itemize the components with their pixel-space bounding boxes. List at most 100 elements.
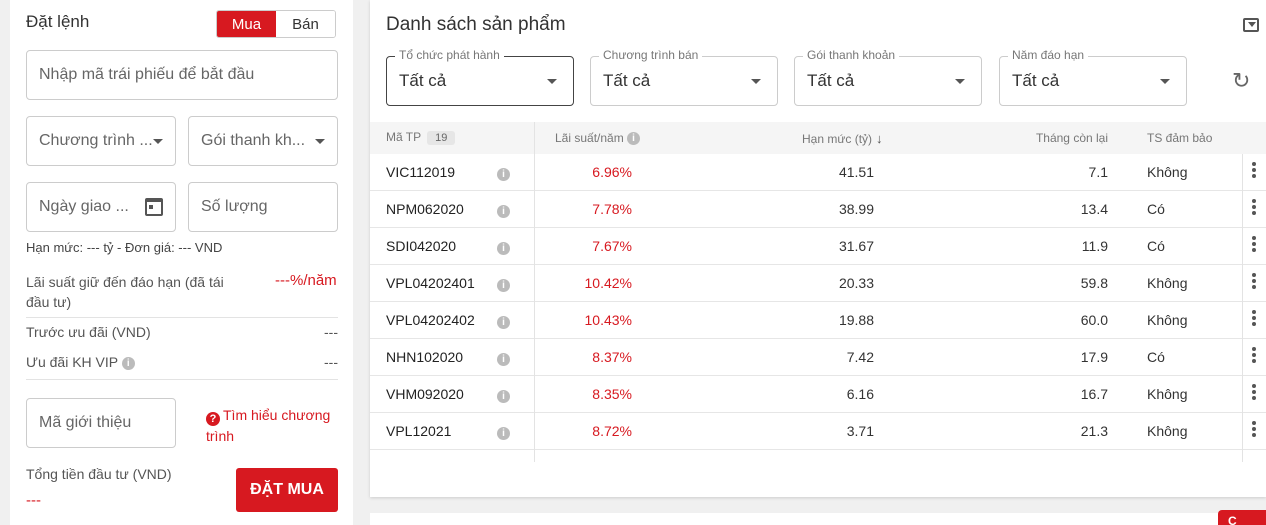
cell-code[interactable]: VPL04202401 — [386, 275, 475, 291]
cell-limit: 7.42 — [846, 349, 874, 365]
info-icon[interactable]: i — [627, 132, 641, 146]
buy-sell-toggle: Mua Bán — [216, 10, 336, 38]
cell-code[interactable]: VPL04202402 — [386, 312, 475, 328]
cell-months: 17.9 — [1080, 349, 1108, 365]
order-title: Đặt lệnh — [26, 12, 90, 31]
trade-date-placeholder: Ngày giao ... — [39, 198, 129, 215]
maturity-year-filter[interactable]: Năm đáo hạn Tất cả — [999, 48, 1187, 106]
refresh-icon[interactable]: ↻ — [1232, 68, 1251, 93]
more-vert-icon[interactable] — [1252, 384, 1256, 402]
more-vert-icon[interactable] — [1252, 236, 1256, 254]
table-row[interactable]: SDI042020 i 7.67% 31.67 11.9 Có — [370, 228, 1266, 265]
info-icon[interactable]: i — [497, 165, 510, 181]
cell-months: 13.4 — [1080, 201, 1108, 217]
bond-code-input[interactable]: Nhập mã trái phiếu để bắt đầu — [26, 50, 338, 100]
quantity-placeholder: Số lượng — [201, 198, 268, 215]
info-icon[interactable]: i — [497, 313, 510, 329]
table-row[interactable]: VPL04202401 i 10.42% 20.33 59.8 Không — [370, 265, 1266, 302]
bond-code-placeholder: Nhập mã trái phiếu để bắt đầu — [39, 66, 255, 83]
cell-code[interactable]: VPL12021 — [386, 423, 452, 439]
table-row[interactable]: VIC112019 i 6.96% 41.51 7.1 Không — [370, 154, 1266, 191]
more-vert-icon[interactable] — [1252, 162, 1256, 180]
col-rate[interactable]: Lãi suất/năm i — [555, 131, 641, 146]
quantity-input[interactable]: Số lượng — [188, 182, 338, 232]
trade-date-input[interactable]: Ngày giao ... — [26, 182, 176, 232]
filter-value: Tất cả — [1012, 71, 1060, 90]
vip-discount-row: Ưu đãi KH VIP i — [26, 354, 135, 370]
learn-program-text: Tìm hiểu chương trình — [206, 407, 331, 444]
more-vert-icon[interactable] — [1252, 421, 1256, 439]
chevron-down-icon — [955, 79, 965, 84]
more-vert-icon[interactable] — [1252, 347, 1256, 365]
col-limit-label: Hạn mức (tỷ) — [802, 132, 873, 146]
cell-rate: 7.78% — [592, 201, 632, 217]
col-months[interactable]: Tháng còn lại — [1035, 131, 1108, 145]
download-icon[interactable] — [1243, 18, 1259, 32]
col-rate-label: Lãi suất/năm — [555, 131, 624, 145]
table-row[interactable]: VPL04202402 i 10.43% 19.88 60.0 Không — [370, 302, 1266, 339]
info-icon[interactable]: i — [497, 202, 510, 218]
table-row[interactable]: VPL12021 i 8.72% 3.71 21.3 Không — [370, 413, 1266, 450]
col-code[interactable]: Mã TP 19 — [386, 130, 456, 145]
sales-program-filter[interactable]: Chương trình bán Tất cả — [590, 48, 778, 106]
chat-button[interactable]: C — [1218, 510, 1266, 525]
chat-button-label: C — [1228, 514, 1237, 525]
buy-tab[interactable]: Mua — [217, 11, 276, 37]
chevron-down-icon — [315, 138, 325, 144]
product-list-panel: Danh sách sản phẩm Tổ chức phát hành Tất… — [370, 0, 1266, 497]
info-icon[interactable]: i — [497, 424, 510, 440]
cell-limit: 3.71 — [846, 423, 874, 439]
cell-code[interactable]: VHM092020 — [386, 386, 464, 402]
info-icon[interactable]: i — [497, 276, 510, 292]
cell-limit: 31.67 — [838, 238, 874, 254]
liquidity-placeholder: Gói thanh kh... — [201, 132, 306, 149]
cell-rate: 8.72% — [592, 423, 632, 439]
calendar-icon[interactable] — [145, 198, 163, 216]
referral-code-input[interactable]: Mã giới thiệu — [26, 398, 176, 448]
sort-desc-icon: ↓ — [876, 131, 883, 146]
liquidity-filter[interactable]: Gói thanh khoản Tất cả — [794, 48, 982, 106]
more-vert-icon[interactable] — [1252, 273, 1256, 291]
cell-rate: 7.67% — [592, 238, 632, 254]
info-icon[interactable]: i — [497, 387, 510, 403]
filter-label: Gói thanh khoản — [803, 48, 900, 62]
cell-code[interactable]: NPM062020 — [386, 201, 464, 217]
cell-rate: 10.42% — [584, 275, 632, 291]
cell-collateral: Không — [1147, 386, 1188, 402]
cell-collateral: Không — [1147, 312, 1188, 328]
col-limit[interactable]: Hạn mức (tỷ) ↓ — [802, 131, 883, 146]
table-row[interactable]: NHN102020 i 8.37% 7.42 17.9 Có — [370, 339, 1266, 376]
product-list-title: Danh sách sản phẩm — [386, 14, 566, 35]
sell-tab[interactable]: Bán — [276, 11, 335, 37]
cell-collateral: Có — [1147, 238, 1165, 254]
table-row[interactable]: VHM092020 i 8.35% 6.16 16.7 Không — [370, 376, 1266, 413]
filter-value: Tất cả — [399, 71, 447, 90]
secondary-card — [370, 513, 1266, 525]
learn-program-link[interactable]: ? Tìm hiểu chương trình — [206, 405, 341, 446]
program-placeholder: Chương trình ... — [39, 132, 153, 149]
cell-collateral: Không — [1147, 275, 1188, 291]
chevron-down-icon — [547, 79, 557, 84]
cell-code[interactable]: VIC112019 — [386, 164, 456, 180]
filter-value: Tất cả — [603, 71, 651, 90]
cell-collateral: Có — [1147, 349, 1165, 365]
more-vert-icon[interactable] — [1252, 310, 1256, 328]
col-code-label: Mã TP — [386, 130, 422, 144]
cell-code[interactable]: SDI042020 — [386, 238, 457, 254]
column-divider — [1242, 154, 1243, 462]
col-collateral[interactable]: TS đảm bảo — [1147, 131, 1213, 145]
cell-months: 60.0 — [1080, 312, 1108, 328]
cell-limit: 6.16 — [846, 386, 874, 402]
divider — [26, 379, 338, 380]
issuer-filter[interactable]: Tổ chức phát hành Tất cả — [386, 48, 574, 106]
more-vert-icon[interactable] — [1252, 199, 1256, 217]
info-icon[interactable]: i — [497, 350, 510, 366]
program-select[interactable]: Chương trình ... — [26, 116, 176, 166]
table-row[interactable]: NPM062020 i 7.78% 38.99 13.4 Có — [370, 191, 1266, 228]
cell-code[interactable]: NHN102020 — [386, 349, 464, 365]
info-icon[interactable]: i — [497, 239, 510, 255]
info-icon[interactable]: i — [121, 356, 135, 370]
submit-buy-button[interactable]: ĐẶT MUA — [236, 468, 338, 512]
limit-price-text: Hạn mức: --- tỷ - Đơn giá: --- VND — [26, 240, 223, 255]
liquidity-select[interactable]: Gói thanh kh... — [188, 116, 338, 166]
